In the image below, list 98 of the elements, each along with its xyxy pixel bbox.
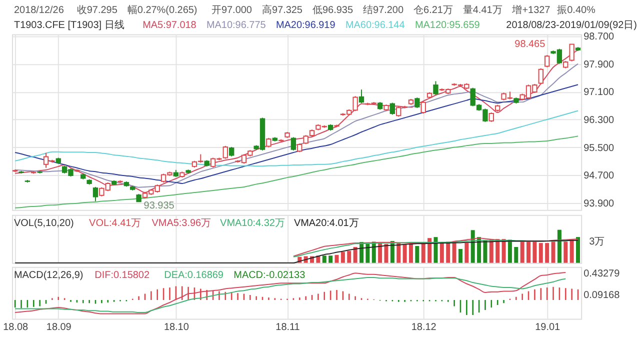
text: VMA5:3.96万	[152, 218, 212, 229]
bar	[408, 244, 413, 263]
text: MA60:96.144	[345, 20, 406, 32]
y-tick-label: 96.300	[584, 114, 615, 126]
text: 高97.325	[262, 4, 303, 16]
bar	[464, 243, 469, 263]
annotation: 93.935	[144, 200, 175, 212]
bar	[514, 246, 518, 263]
bar	[570, 240, 574, 263]
y-tick-label: 93.900	[584, 198, 615, 210]
bar	[421, 244, 426, 263]
candlestick	[538, 68, 544, 85]
bar	[545, 243, 550, 263]
text: MA5:97.018	[142, 20, 197, 32]
candlestick	[228, 146, 234, 157]
text: 量4.41万	[462, 5, 502, 16]
bar	[532, 242, 537, 263]
series-label: VMA20:4.01万	[294, 218, 359, 229]
bar	[458, 248, 462, 263]
bar	[415, 246, 420, 263]
bar	[353, 246, 358, 263]
text: 3万	[589, 236, 605, 248]
text: MA10:96.775	[206, 20, 266, 32]
chart-title: VOL(5,10,20)	[14, 218, 74, 229]
bar	[334, 254, 339, 263]
candlestick	[488, 112, 494, 122]
bar	[434, 237, 438, 263]
annotation: 98.465	[514, 39, 546, 50]
bar	[551, 242, 556, 263]
text: VMA10:4.32万	[220, 218, 285, 229]
text: 低96.935	[312, 5, 354, 16]
text: 结97.200	[363, 4, 404, 16]
text: 增+1327	[511, 4, 551, 16]
y-tick-label: 0.43279	[584, 268, 620, 280]
x-tick-label: 18.08	[3, 322, 28, 334]
text: MA120:95.659	[414, 20, 480, 32]
bar	[428, 238, 432, 263]
candlestick	[433, 80, 438, 96]
candlestick	[92, 186, 98, 202]
text: 仓6.21万	[414, 4, 453, 16]
bar	[347, 250, 352, 263]
y-tick-label: 95.500	[584, 142, 615, 154]
y-tick-label: 0.09168	[584, 290, 620, 301]
bar	[322, 256, 326, 263]
bar	[483, 240, 488, 263]
y-tick-label: 98.700	[584, 31, 615, 42]
y-tick-label: 97.900	[584, 59, 615, 70]
candlestick	[358, 89, 364, 104]
bar	[520, 242, 524, 263]
x-tick-label: 18.09	[46, 322, 72, 334]
bar	[440, 243, 444, 263]
bar	[502, 239, 506, 263]
bar	[576, 237, 580, 263]
x-tick-label: 18.10	[164, 322, 190, 334]
x-tick-label: 18.11	[276, 322, 300, 334]
text: 收97.295	[76, 5, 118, 16]
text: 开97.000	[211, 5, 252, 16]
candlestick	[222, 145, 228, 160]
y-tick-label: 97.100	[584, 87, 615, 98]
text: MA20:96.919	[276, 20, 336, 32]
chart-title: T1903.CFE [T1903] 日线	[14, 19, 124, 32]
bar	[378, 243, 382, 263]
bar	[366, 244, 370, 263]
text: 幅0.27%(0.265)	[127, 4, 198, 16]
series-label: DEA:0.16869	[164, 270, 224, 281]
series-label: MACD:-0.02133	[234, 270, 306, 281]
bar	[564, 242, 568, 263]
candlestick	[569, 44, 574, 62]
bar	[526, 242, 531, 263]
bar	[452, 243, 456, 263]
bar	[470, 230, 475, 263]
candlestick	[414, 97, 420, 108]
bar	[396, 243, 401, 263]
bar	[446, 242, 450, 263]
x-tick-label: 18.12	[411, 322, 437, 334]
candlestick	[390, 102, 396, 116]
x-tick-label: 19.01	[535, 322, 560, 334]
bar	[328, 256, 333, 263]
text: VOL:4.41万	[89, 218, 142, 229]
candlestick	[266, 137, 272, 148]
chart-subtitle: 2018/08/23-2019/01/09(92日)	[506, 20, 638, 32]
candlestick	[290, 136, 296, 151]
bar	[538, 243, 543, 263]
candlestick	[420, 100, 426, 114]
bar	[557, 230, 562, 263]
line-series	[14, 110, 578, 167]
bar	[402, 244, 407, 263]
line-series	[14, 84, 578, 184]
bar	[384, 244, 388, 263]
chart-title: MACD(12,26,9)	[14, 270, 84, 281]
text: DIF:0.15802	[94, 270, 150, 281]
bar	[508, 240, 512, 263]
candlestick	[544, 54, 550, 68]
text: 2018/12/26	[14, 5, 64, 16]
bar	[340, 252, 345, 263]
y-tick-label: 94.700	[584, 170, 615, 182]
line-series	[14, 136, 578, 208]
text: 振0.40%	[557, 4, 596, 16]
